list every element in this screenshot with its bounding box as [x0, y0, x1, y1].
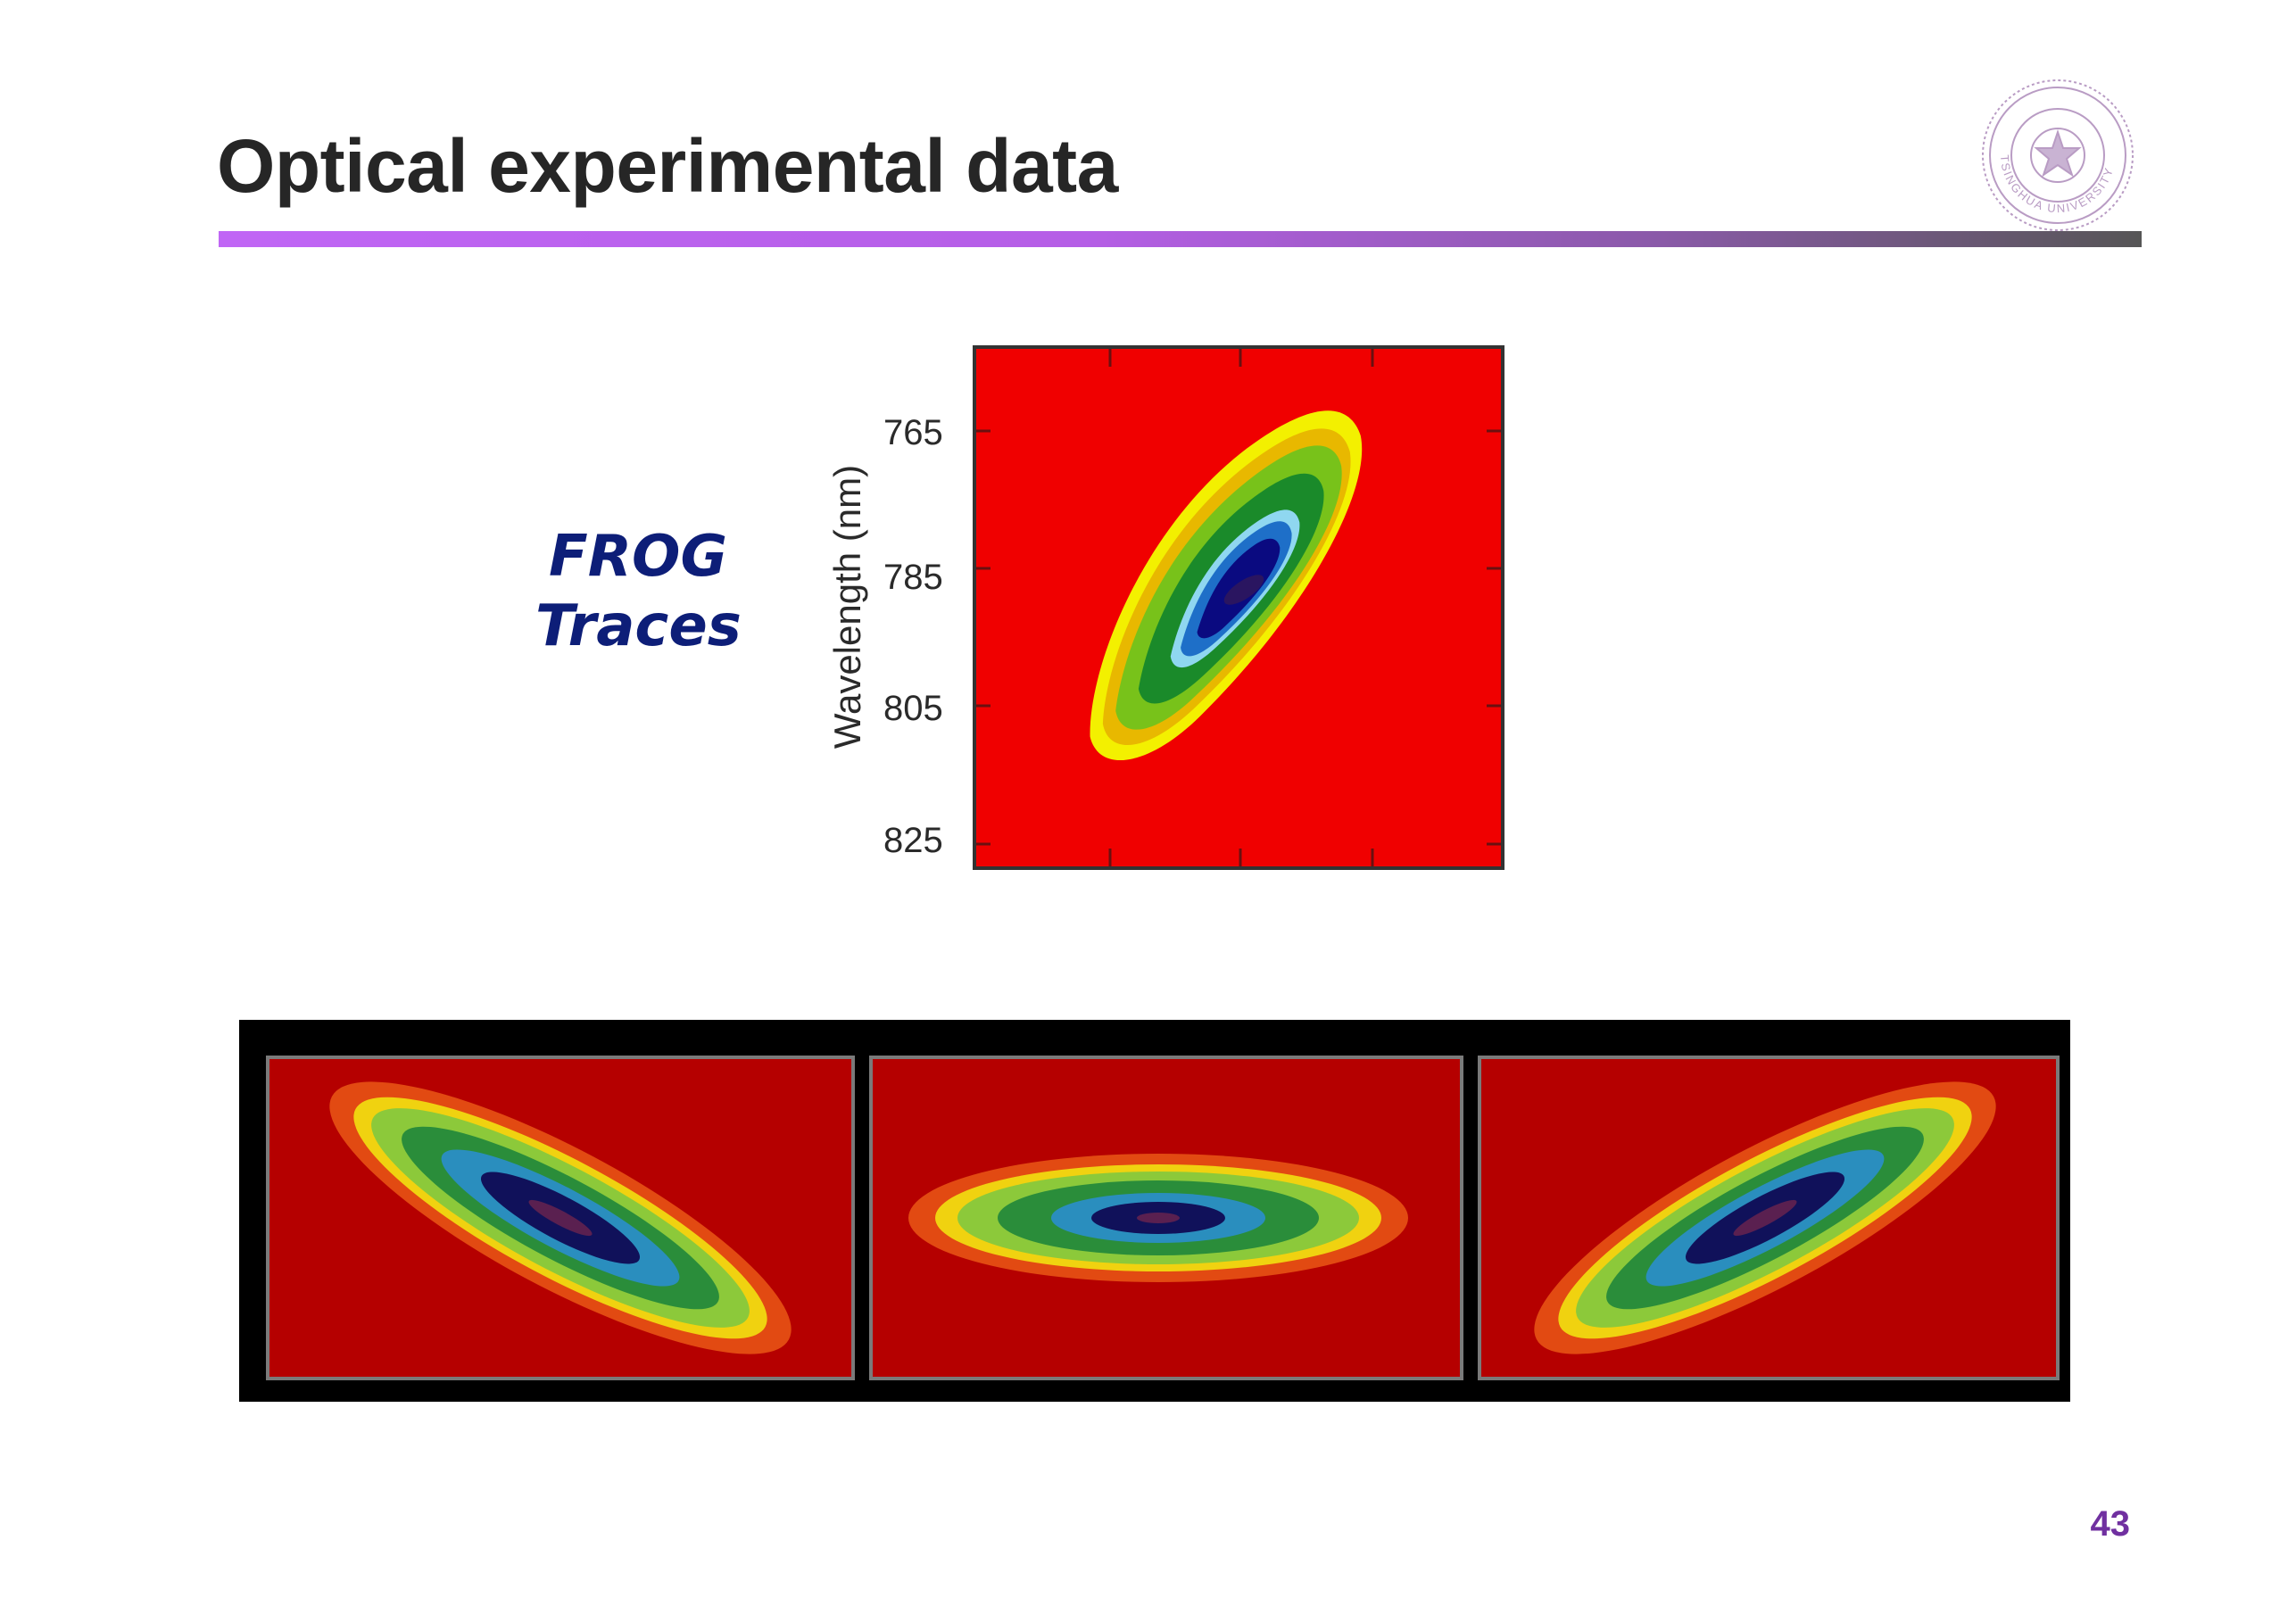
- frog-panel-zero-chirp: [869, 1056, 1463, 1380]
- y-tick-825: 825: [883, 821, 943, 860]
- wavelength-axis-label: Wavelength (nm): [826, 464, 868, 749]
- frog-contours: [1090, 410, 1363, 761]
- y-tick-765: 765: [883, 413, 943, 452]
- title-underline-bar: [219, 231, 2142, 247]
- frog-panel-heatmap: [908, 1154, 1408, 1282]
- frog-panel-positive-chirp: [1478, 1056, 2060, 1380]
- chirp-frog-strip: [239, 1020, 2070, 1402]
- y-tick-805: 805: [883, 689, 943, 728]
- slide-title: Optical experimental data: [217, 124, 1118, 208]
- frog-label-line1: FROG: [549, 524, 727, 590]
- y-tick-785: 785: [883, 558, 943, 597]
- frog-trace-heatmap: [976, 349, 1501, 866]
- university-seal-logo: TSINGHUA UNIVERSITY: [1982, 79, 2134, 231]
- frog-panel-negative-chirp: [266, 1056, 855, 1380]
- frog-panel-heatmap: [1534, 1081, 1996, 1354]
- frog-panel-heatmap: [329, 1081, 792, 1354]
- frog-traces-label: FROG Traces: [535, 522, 742, 661]
- page-number: 43: [2090, 1504, 2131, 1544]
- frog-trace-plot: [973, 345, 1504, 870]
- frog-label-line2: Traces: [535, 593, 742, 659]
